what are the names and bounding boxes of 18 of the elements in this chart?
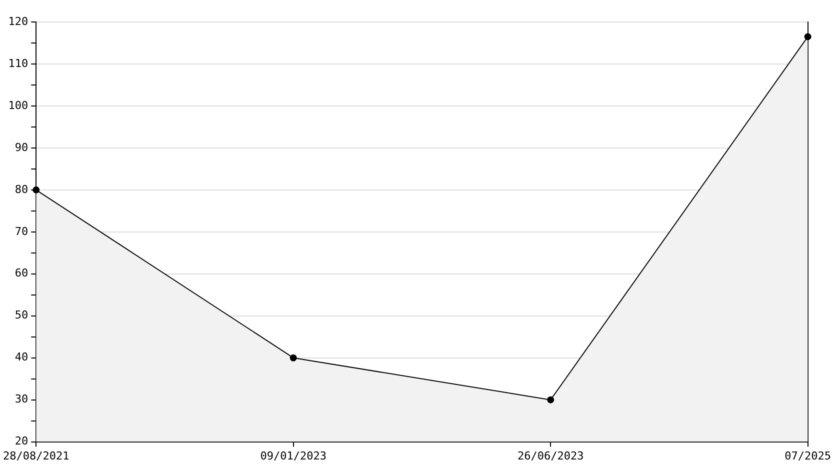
- point: [290, 354, 297, 362]
- y-tick-label: 100: [8, 98, 28, 112]
- x-tick-label: 26/06/2023: [517, 449, 584, 462]
- x-tick-label: 09/01/2023: [260, 449, 326, 462]
- point: [804, 33, 812, 40]
- y-tick-label: 20: [14, 434, 28, 448]
- x-tick-label: 07/2025: [784, 449, 831, 462]
- point: [547, 396, 554, 404]
- y-tick-label: 80: [14, 182, 28, 196]
- y-tick-label: 90: [14, 140, 28, 154]
- y-tick-label: 70: [14, 224, 28, 238]
- y-tick-label: 40: [14, 350, 28, 364]
- y-tick-label: 30: [14, 392, 28, 406]
- y-tick-label: 60: [14, 266, 28, 280]
- y-tick-label: 50: [14, 308, 28, 322]
- y-tick-label: 120: [8, 14, 28, 28]
- x-tick-label: 28/08/2021: [2, 449, 70, 462]
- y-tick-label: 110: [8, 56, 28, 70]
